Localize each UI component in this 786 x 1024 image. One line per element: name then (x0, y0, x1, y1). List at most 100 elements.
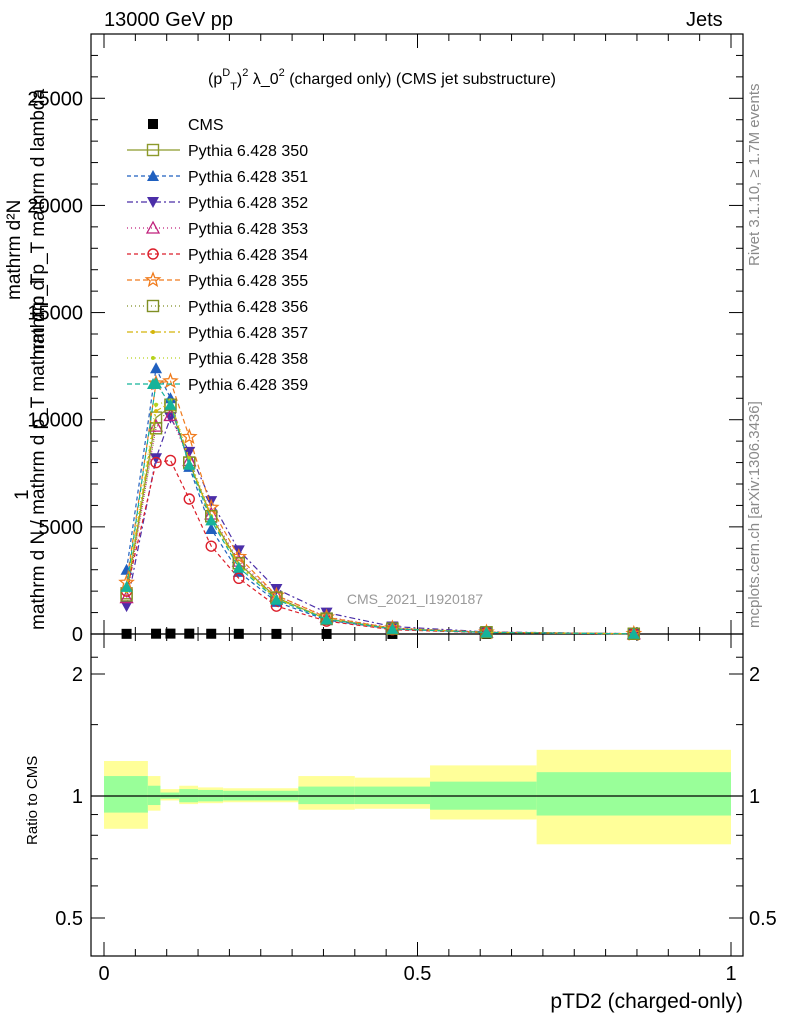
data-point (121, 628, 132, 639)
legend-label-10: Pythia 6.428 359 (188, 377, 308, 394)
series-line (126, 416, 634, 635)
data-point (154, 402, 159, 407)
data-point (233, 572, 245, 584)
series-line (126, 459, 634, 635)
ratio-stat-band (354, 786, 431, 805)
analysis-watermark: CMS_2021_I1920187 (347, 591, 483, 607)
ratio-y-tick-label: 1 (72, 786, 83, 808)
data-point (148, 418, 164, 432)
data-point (386, 622, 399, 634)
data-point (150, 456, 162, 469)
ratio-y-axis-label: Ratio to CMS (24, 756, 41, 845)
data-point (480, 626, 493, 638)
data-point (627, 627, 640, 639)
data-point (206, 628, 217, 639)
x-axis-label: pTD2 (charged-only) (550, 990, 743, 1013)
title-sup: 2 (242, 67, 248, 79)
legend-label-4: Pythia 6.428 353 (188, 221, 308, 238)
legend-label-7: Pythia 6.428 356 (188, 299, 308, 316)
data-point (119, 590, 134, 604)
ratio-y-tick-label-right: 1 (749, 786, 760, 808)
title-part: (charged only) (CMS jet substructure) (285, 71, 556, 88)
legend-label-8: Pythia 6.428 357 (188, 325, 308, 342)
data-point (151, 628, 162, 639)
legend-label-2: Pythia 6.428 351 (188, 169, 308, 186)
legend-label-6: Pythia 6.428 355 (188, 273, 308, 290)
data-point (205, 540, 217, 552)
data-point (321, 628, 332, 639)
title-part: λ_0 (248, 71, 278, 88)
ratio-y-tick-label: 2 (72, 664, 83, 686)
ratio-stat-band (298, 786, 355, 805)
data-point (150, 453, 163, 465)
x-tick-label: 1 (725, 963, 736, 985)
data-point (120, 601, 133, 613)
data-point (233, 628, 244, 639)
data-point (162, 372, 179, 389)
legend-marker (147, 197, 159, 208)
data-point (320, 613, 333, 625)
process-label: Jets (686, 9, 723, 31)
ratio-stat-band (147, 785, 161, 806)
legend-marker (147, 378, 159, 389)
ratio-y-tick-label: 0.5 (55, 908, 83, 930)
energy-label: 13000 GeV pp (104, 9, 233, 31)
mcplots-label: mcplots.cern.ch [arXiv:1306.3436] (746, 401, 763, 628)
legend-marker (148, 119, 158, 129)
chart-title: (pDT)2 λ_02 (charged only) (CMS jet subs… (208, 67, 556, 93)
data-point (165, 628, 176, 639)
legend-marker (147, 248, 159, 260)
legend-label-9: Pythia 6.428 358 (188, 351, 308, 368)
legend-label-5: Pythia 6.428 354 (188, 247, 308, 264)
y-tick-label: 15000 (27, 303, 83, 325)
x-tick-label: 0.5 (404, 963, 432, 985)
data-point (232, 561, 245, 573)
legend-marker (146, 143, 160, 157)
title-sup: D (222, 67, 230, 79)
legend-label-1: Pythia 6.428 350 (188, 143, 308, 160)
data-point (154, 409, 159, 414)
y-axis-label-denominator: mathrm d N / mathrm d p_T mathrm d p_T (28, 273, 49, 630)
legend-marker (151, 356, 155, 360)
series-line (126, 403, 634, 635)
x-tick-label: 0 (98, 963, 109, 985)
data-point (205, 523, 218, 534)
legend-marker (144, 271, 162, 288)
data-point (184, 628, 195, 639)
legend-marker (145, 220, 161, 234)
data-point (270, 593, 283, 605)
title-part: ) (237, 71, 242, 88)
data-point (149, 422, 163, 435)
data-point (271, 628, 282, 639)
data-point (164, 454, 177, 467)
ratio-y-tick-label-right: 0.5 (749, 908, 777, 930)
y-tick-label: 20000 (27, 195, 83, 217)
ratio-y-tick-label-right: 2 (749, 664, 760, 686)
data-point (120, 580, 133, 592)
legend-marker (147, 170, 159, 181)
data-point (180, 428, 198, 444)
legend-marker (146, 299, 160, 313)
ratio-stat-band (104, 776, 148, 813)
legend-label-0: CMS (188, 117, 224, 134)
y-tick-label: 10000 (27, 410, 83, 432)
data-point (183, 458, 196, 470)
data-point (183, 493, 195, 505)
y-axis-label-top: mathrm d²N (4, 199, 25, 300)
legend-label-3: Pythia 6.428 352 (188, 195, 308, 212)
title-part: (p (208, 71, 222, 88)
title-sup: 2 (279, 67, 285, 79)
legend-marker (151, 330, 155, 334)
data-point (205, 514, 218, 526)
data-point (150, 362, 163, 374)
y-tick-label: 0 (72, 624, 83, 646)
rivet-version-label: Rivet 3.1.10, ≥ 1.7M events (746, 83, 763, 267)
data-point (164, 398, 177, 410)
title-sub: T (230, 81, 237, 93)
y-tick-label: 25000 (27, 88, 83, 110)
series-5 (120, 454, 640, 640)
y-tick-label: 5000 (39, 517, 84, 539)
data-point (187, 456, 192, 461)
ratio-stat-band (536, 772, 731, 816)
